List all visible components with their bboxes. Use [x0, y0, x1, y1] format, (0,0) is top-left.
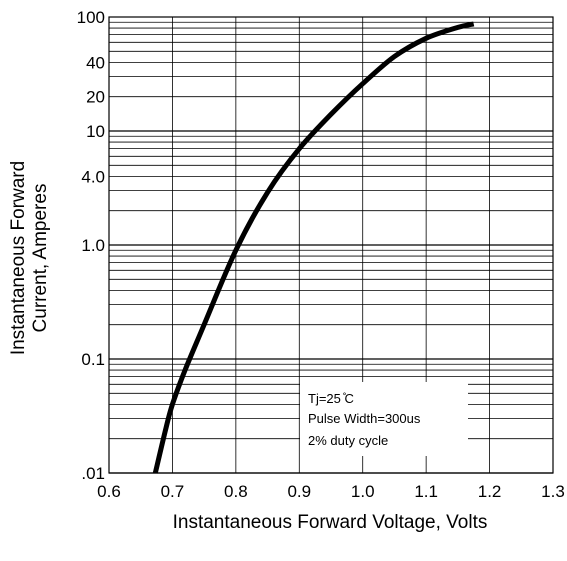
- x-tick-label: 0.9: [287, 482, 311, 501]
- y-tick-label: 0.1: [81, 350, 105, 369]
- y-tick-label: 40: [86, 53, 105, 72]
- x-axis-title: Instantaneous Forward Voltage, Volts: [173, 512, 488, 533]
- x-tick-label: 0.8: [224, 482, 248, 501]
- x-tick-label: 1.3: [541, 482, 565, 501]
- y-tick-label: 20: [86, 88, 105, 107]
- annotation-background: [300, 382, 468, 456]
- y-tick-labels: 100 40 20 10 4.0 1.0 0.1 .01: [77, 8, 105, 483]
- y-tick-label: 4.0: [81, 167, 105, 186]
- x-tick-label: 1.1: [414, 482, 438, 501]
- x-tick-label: 0.7: [161, 482, 185, 501]
- y-axis-title-line-1: Instantaneous Forward: [8, 161, 29, 355]
- annotation-temperature: Tj=25 ̊C: [308, 391, 354, 406]
- x-tick-label: 1.0: [351, 482, 375, 501]
- y-tick-label: 10: [86, 122, 105, 141]
- x-tick-label: 1.2: [478, 482, 502, 501]
- y-tick-label: 100: [77, 8, 105, 27]
- y-axis-title-line-2: Current, Amperes: [30, 184, 51, 333]
- forward-current-curve: [152, 21, 475, 474]
- y-axis-title: Instantaneous Forward Current, Amperes: [8, 161, 51, 355]
- plot-frame: [108, 16, 554, 474]
- y-tick-label: .01: [81, 464, 105, 483]
- annotation-box: Tj=25 ̊C Pulse Width=300us 2% duty cycle: [300, 382, 468, 456]
- annotation-duty-cycle: 2% duty cycle: [308, 433, 388, 448]
- x-tick-label: 0.6: [97, 482, 121, 501]
- x-tick-labels: 0.6 0.7 0.8 0.9 1.0 1.1 1.2 1.3: [97, 482, 565, 501]
- y-tick-label: 1.0: [81, 236, 105, 255]
- annotation-pulse-width: Pulse Width=300us: [308, 411, 421, 426]
